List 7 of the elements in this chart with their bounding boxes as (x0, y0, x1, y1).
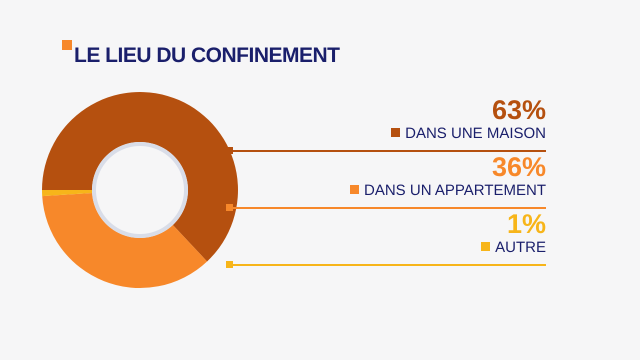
legend-label: DANS UN APPARTEMENT (364, 182, 546, 199)
data-label: 1% (506, 209, 546, 239)
legend-label: AUTRE (495, 239, 546, 256)
data-label: 63% (490, 95, 546, 125)
legend-label: DANS UNE MAISON (405, 125, 546, 142)
data-label: 36% (490, 152, 546, 182)
chart-title: LE LIEU DU CONFINEMENT (74, 44, 340, 68)
